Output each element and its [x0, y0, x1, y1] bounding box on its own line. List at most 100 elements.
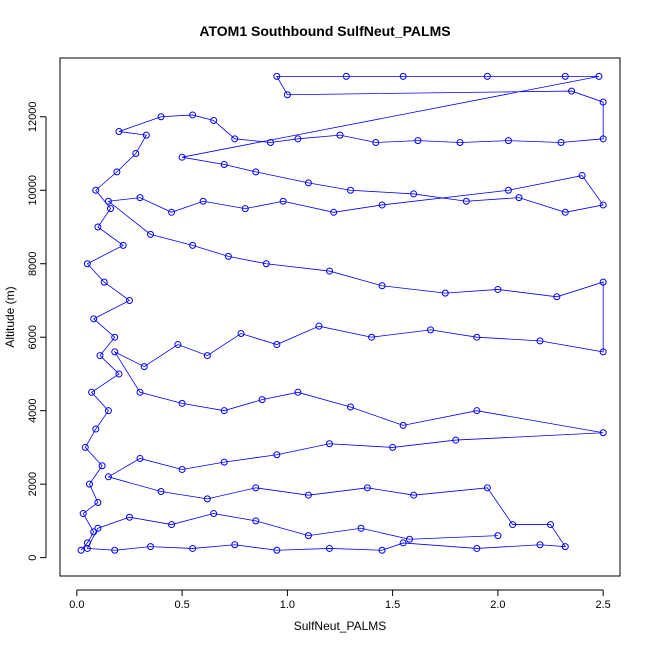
y-tick-label: 2000 [27, 472, 39, 496]
data-point [241, 205, 249, 213]
data-point [325, 267, 333, 275]
data-point [325, 440, 333, 448]
data-point [220, 407, 228, 415]
data-point [104, 197, 112, 205]
data-point [111, 546, 119, 554]
data-point [494, 285, 502, 293]
data-point [136, 194, 144, 202]
data-point [414, 137, 422, 145]
data-point [504, 186, 512, 194]
data-point [410, 190, 418, 198]
data-point [79, 510, 87, 518]
data-point [92, 186, 100, 194]
data-point [342, 72, 350, 80]
data-point [561, 72, 569, 80]
data-point [473, 544, 481, 552]
y-tick-label: 12000 [27, 101, 39, 132]
data-point [267, 138, 275, 146]
data-point [595, 72, 603, 80]
data-point [178, 399, 186, 407]
x-tick-label: 1.5 [385, 599, 400, 611]
data-point [189, 544, 197, 552]
data-point [83, 544, 91, 552]
data-point [220, 458, 228, 466]
data-point [92, 425, 100, 433]
data-point [96, 352, 104, 360]
data-point [107, 205, 115, 213]
data-point [178, 153, 186, 161]
data-point [561, 543, 569, 551]
data-point [83, 260, 91, 268]
data-point [136, 388, 144, 396]
data-point [399, 539, 407, 547]
x-tick-label: 2.5 [596, 599, 611, 611]
series-line [80, 75, 604, 551]
data-point [330, 208, 338, 216]
data-point [599, 278, 607, 286]
data-point [90, 528, 98, 536]
data-point [368, 333, 376, 341]
data-point [441, 289, 449, 297]
data-point [599, 429, 607, 437]
y-axis-label: Altitude (m) [3, 286, 17, 347]
data-point [142, 131, 150, 139]
data-point [81, 443, 89, 451]
data-point [561, 208, 569, 216]
data-point [462, 197, 470, 205]
data-point [258, 396, 266, 404]
data-point [119, 241, 127, 249]
data-point [536, 541, 544, 549]
data-point [273, 72, 281, 80]
data-point [88, 388, 96, 396]
data-point [304, 532, 312, 540]
data-point [427, 326, 435, 334]
data-point [452, 436, 460, 444]
chart-title: ATOM1 Southbound SulfNeut_PALMS [199, 23, 450, 39]
data-point [115, 127, 123, 135]
data-point [199, 197, 207, 205]
data-point [104, 407, 112, 415]
data-point [98, 462, 106, 470]
data-point [599, 135, 607, 143]
x-tick-label: 0.0 [69, 599, 84, 611]
data-point [363, 484, 371, 492]
data-point [547, 521, 555, 529]
data-point [94, 524, 102, 532]
y-tick-label: 6000 [27, 325, 39, 349]
data-point [136, 454, 144, 462]
data-point [231, 135, 239, 143]
data-point [473, 333, 481, 341]
plot-frame [59, 57, 621, 577]
data-point [304, 491, 312, 499]
data-point [378, 282, 386, 290]
x-tick-label: 2.0 [490, 599, 505, 611]
data-point [483, 484, 491, 492]
data-point [94, 499, 102, 507]
data-point [515, 194, 523, 202]
data-point [252, 168, 260, 176]
data-point [94, 223, 102, 231]
data-point [273, 451, 281, 459]
axes-group: 0.0 0.5 1.0 1.5 2.0 2.5 0 2000 4000 6000 8000 10000… [3, 57, 621, 633]
data-point [273, 341, 281, 349]
data-point [168, 521, 176, 529]
data-point [157, 113, 165, 121]
y-tick-label: 0 [27, 555, 39, 561]
data-point [189, 111, 197, 119]
data-point [252, 517, 260, 525]
data-point [389, 443, 397, 451]
data-point [347, 403, 355, 411]
data-point [210, 510, 218, 518]
data-point [132, 150, 140, 158]
data-point [399, 72, 407, 80]
data-point [378, 201, 386, 209]
x-tick-label: 0.5 [174, 599, 189, 611]
data-point [174, 341, 182, 349]
data-point [294, 388, 302, 396]
data-point [262, 260, 270, 268]
x-tick-label: 1.0 [280, 599, 295, 611]
data-point [599, 348, 607, 356]
series-points-group [77, 72, 607, 554]
data-point [252, 484, 260, 492]
